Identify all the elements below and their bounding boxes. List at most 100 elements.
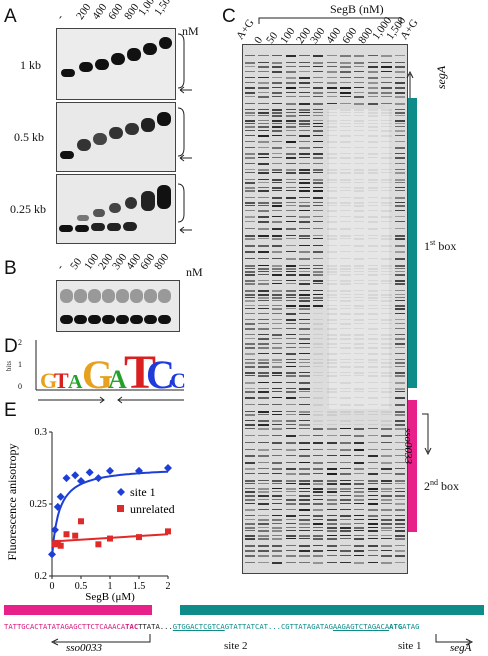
y-tick-label: 0.2 bbox=[35, 571, 48, 582]
site1-point bbox=[71, 471, 80, 480]
seq-part1: TATTGCACTATATAGAGCTTCTCAAACA bbox=[4, 622, 126, 631]
y-tick-label: 0.3 bbox=[35, 427, 48, 438]
logo-ytick-mid: 1 bbox=[18, 360, 22, 369]
x-tick-label: 0 bbox=[50, 581, 55, 592]
sso0033-text: sso0033 bbox=[402, 428, 414, 465]
panel-e-chart: Fluorescence anisotropy SegB (μM) 0 0.5 1 1… bbox=[5, 427, 175, 603]
seq-part5: AAGAGTCTAGACA bbox=[332, 622, 390, 631]
sequence-logo: 2 1 0 bits G T A G A T C C bbox=[5, 338, 194, 408]
logo-svg: G T A G A T C C bbox=[35, 340, 186, 404]
row-label-1kb: 1 kb bbox=[20, 58, 41, 72]
svg-text:G: G bbox=[40, 368, 57, 393]
seq-part7: ATAG bbox=[402, 622, 420, 631]
segb-bracket bbox=[258, 17, 402, 24]
sequence-line: TATTGCACTATATAGAGCTTCTCAAACATACTTATA...G… bbox=[4, 622, 419, 631]
box1-sup: st bbox=[430, 238, 436, 247]
legend-unrelated-label: unrelated bbox=[130, 502, 175, 516]
seq-part3: GTGGACTCGTCA bbox=[172, 622, 225, 631]
unrelated-point bbox=[57, 542, 64, 549]
legend-unrelated-marker bbox=[117, 505, 124, 512]
unrelated-point bbox=[165, 528, 171, 535]
row-label-05kb: 0.5 kb bbox=[14, 130, 44, 144]
site1-point bbox=[164, 464, 172, 472]
lane-label: 400 bbox=[324, 25, 344, 46]
box2-sup: nd bbox=[430, 478, 438, 487]
sega-region-bar bbox=[180, 605, 484, 615]
box2-label: 2nd box bbox=[424, 478, 459, 493]
unrelated-point bbox=[78, 518, 84, 525]
lane-label: 600 bbox=[340, 25, 360, 46]
segb-header: SegB (nM) bbox=[330, 2, 384, 16]
gel-05kb bbox=[56, 102, 176, 172]
seq-part6: ATG bbox=[389, 622, 403, 631]
seq-part2: TTATA... bbox=[138, 622, 173, 631]
box2-bar bbox=[408, 400, 417, 532]
footprint-gel bbox=[242, 44, 408, 574]
y-tick-label: 0.25 bbox=[30, 499, 48, 510]
logo-ytick-bot: 0 bbox=[18, 382, 22, 391]
site1-label: site 1 bbox=[398, 640, 422, 652]
logo-ytick-top: 2 bbox=[18, 338, 22, 347]
site1-point bbox=[77, 476, 85, 485]
box1-bar bbox=[408, 98, 417, 388]
logo-ylabel: bits bbox=[5, 360, 14, 372]
svg-text:A: A bbox=[108, 365, 127, 394]
panel-label-b: B bbox=[4, 258, 17, 279]
x-tick-label: 0.5 bbox=[75, 581, 88, 592]
panel-a-brackets bbox=[177, 33, 192, 234]
site1-point bbox=[135, 466, 143, 475]
panel-label-e: E bbox=[4, 400, 17, 421]
site2-label: site 2 bbox=[224, 640, 248, 652]
lane-label: 400 bbox=[90, 1, 110, 22]
lane-label: 300 bbox=[308, 25, 328, 46]
gel-panel-b bbox=[56, 280, 180, 332]
site1-point bbox=[85, 468, 94, 477]
svg-text:T: T bbox=[124, 346, 156, 399]
site1-point bbox=[106, 466, 114, 475]
sso0033-arrow bbox=[422, 413, 432, 456]
lane-label: - bbox=[54, 12, 67, 22]
site1-point bbox=[62, 474, 71, 483]
sega-label: segA bbox=[434, 65, 449, 90]
site1-point bbox=[50, 525, 59, 534]
row-label-025kb: 0.25 kb bbox=[10, 202, 46, 216]
lane-label: 800 bbox=[152, 251, 172, 272]
site1-point bbox=[94, 474, 103, 483]
sso0033-label: sso0033 bbox=[402, 428, 414, 464]
chart-ylabel: Fluorescence anisotropy bbox=[5, 444, 19, 561]
svg-text:T: T bbox=[54, 368, 69, 393]
panel-label-c: C bbox=[222, 6, 236, 27]
lane-label: - bbox=[54, 262, 67, 272]
series-site1-fit bbox=[51, 470, 169, 558]
box1-label: 1st box bbox=[424, 238, 457, 253]
legend-site1-label: site 1 bbox=[130, 485, 156, 499]
svg-text:G: G bbox=[82, 352, 113, 397]
gel-1kb bbox=[56, 28, 176, 100]
lane-label: 100 bbox=[278, 25, 298, 46]
site1-point bbox=[48, 550, 56, 559]
panel-label-a: A bbox=[4, 6, 17, 27]
sequence-annotations bbox=[50, 634, 474, 646]
unrelated-point bbox=[72, 532, 79, 539]
unrelated-point bbox=[107, 535, 113, 542]
svg-text:A: A bbox=[68, 371, 83, 393]
unrelated-point bbox=[63, 531, 70, 538]
gel-025kb bbox=[56, 174, 176, 244]
lane-label: 600 bbox=[106, 1, 126, 22]
svg-text:C: C bbox=[146, 352, 175, 397]
legend-site1-marker bbox=[117, 488, 125, 496]
panel-a-unit: nM bbox=[182, 24, 199, 38]
site1-point bbox=[56, 492, 65, 501]
seq-part4: GTATTATCAT...CGTTATAGATAG bbox=[224, 622, 333, 631]
svg-text:C: C bbox=[170, 368, 186, 393]
x-tick-label: 2 bbox=[166, 581, 171, 592]
unrelated-point bbox=[95, 541, 102, 548]
seq-sega-label: segA bbox=[450, 642, 472, 654]
x-tick-label: 1 bbox=[108, 581, 113, 592]
seq-part1b: TAC bbox=[125, 622, 139, 631]
site1-point bbox=[53, 502, 62, 511]
lane-label: 200 bbox=[74, 1, 94, 22]
panel-label-d: D bbox=[4, 336, 18, 357]
seq-sso0033-label: sso0033 bbox=[66, 642, 103, 654]
x-tick-label: 1.5 bbox=[133, 581, 146, 592]
